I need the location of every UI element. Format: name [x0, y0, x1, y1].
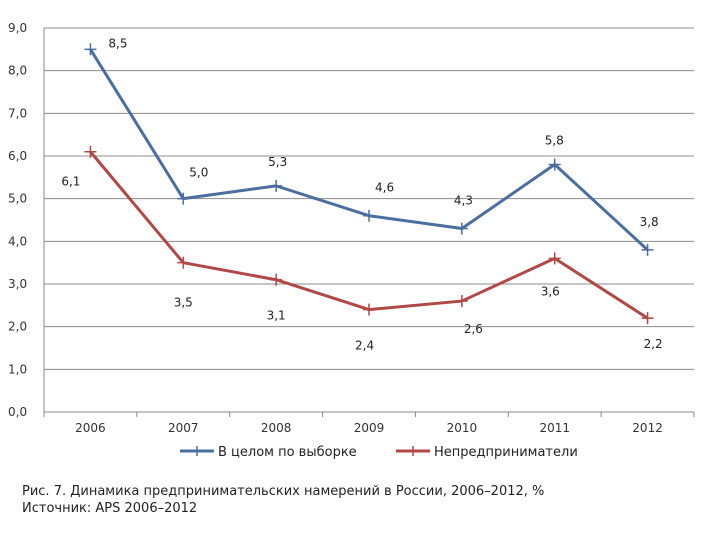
data-point-marker	[177, 192, 190, 205]
y-tick-label: 0,0	[8, 405, 27, 419]
data-label: 4,6	[375, 181, 394, 195]
data-point-marker	[455, 295, 468, 308]
y-tick-label: 4,0	[8, 234, 27, 248]
data-point-marker	[363, 209, 375, 222]
data-point-marker	[641, 243, 654, 256]
x-tick-label: 2009	[354, 421, 385, 435]
data-point-marker	[270, 273, 283, 286]
y-tick-label: 9,0	[8, 21, 27, 35]
figure-source: Источник: APS 2006–2012	[22, 501, 198, 516]
data-point-marker	[548, 252, 561, 265]
data-label: 6,1	[61, 175, 80, 189]
y-tick-label: 5,0	[8, 192, 27, 206]
data-label: 2,4	[355, 339, 374, 353]
figure-caption: Рис. 7. Динамика предпринимательских нам…	[22, 484, 545, 499]
y-tick-label: 2,0	[8, 320, 27, 334]
grid-lines	[43, 27, 694, 413]
data-label: 3,1	[267, 309, 286, 323]
data-point-marker	[84, 43, 97, 56]
y-tick-label: 7,0	[8, 106, 27, 120]
data-label: 2,6	[464, 322, 483, 336]
legend: В целом по выборке Непредприниматели	[180, 445, 578, 460]
y-tick-label: 3,0	[8, 277, 27, 291]
data-labels: 8,5 5,0 5,3 4,6 4,3 5,8 3,8 6,1 3,5 3,1 2,4 2,6 3,6 2…	[61, 36, 662, 352]
y-tick-label: 8,0	[8, 64, 27, 78]
data-label: 3,6	[541, 284, 560, 298]
data-label: 5,0	[189, 166, 208, 180]
x-tick-label: 2006	[75, 421, 106, 435]
data-point-marker	[84, 145, 97, 158]
data-label: 4,3	[454, 194, 473, 208]
x-tick-label: 2012	[632, 421, 663, 435]
data-label: 3,5	[174, 296, 193, 310]
x-tick-label: 2008	[261, 421, 292, 435]
legend-label: Непредприниматели	[434, 445, 578, 460]
data-label: 5,8	[545, 134, 564, 148]
x-axis-ticks: 2006 2007 2008 2009 2010 2011 2012	[43, 412, 695, 435]
line-chart: 0,01,02,03,04,05,06,07,08,09,0 2006 2007 2…	[8, 21, 695, 460]
legend-label: В целом по выборке	[218, 445, 357, 460]
series-lines	[84, 43, 654, 325]
data-point-marker	[455, 222, 468, 235]
data-point-marker	[270, 179, 283, 192]
y-tick-label: 6,0	[8, 149, 27, 163]
data-label: 3,8	[640, 215, 659, 229]
y-axis-ticks: 0,0 1,0 2,0 3,0 4,0 5,0 6,0 7,0 8,0 9,0	[8, 21, 27, 419]
y-tick-label: 1,0	[8, 362, 27, 376]
data-point-marker	[641, 312, 654, 325]
data-label: 5,3	[268, 155, 287, 169]
x-tick-label: 2007	[168, 421, 199, 435]
data-point-marker	[177, 256, 190, 269]
x-tick-label: 2011	[539, 421, 570, 435]
x-tick-label: 2010	[447, 421, 478, 435]
data-point-marker	[548, 158, 561, 171]
data-label: 2,2	[644, 337, 663, 351]
data-point-marker	[363, 303, 375, 316]
series-line	[89, 150, 649, 320]
data-label: 8,5	[108, 36, 127, 50]
